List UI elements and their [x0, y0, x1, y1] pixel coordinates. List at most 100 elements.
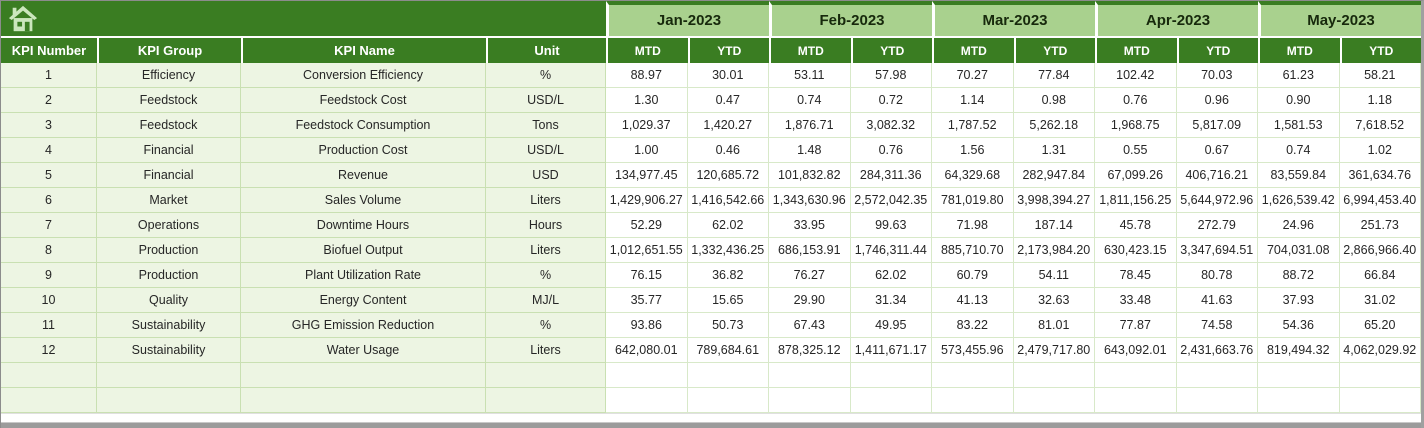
- cell-apr-2023-ytd[interactable]: 0.96: [1176, 88, 1258, 113]
- cell-may-2023-mtd[interactable]: 61.23: [1258, 63, 1340, 88]
- cell-feb-2023-mtd[interactable]: 686,153.91: [769, 238, 851, 263]
- cell-may-2023-mtd[interactable]: 54.36: [1258, 313, 1340, 338]
- cell-mar-2023-mtd[interactable]: 41.13: [932, 288, 1014, 313]
- cell-kpi-number[interactable]: 2: [1, 88, 97, 113]
- column-header-mar-2023-mtd[interactable]: MTD: [932, 38, 1014, 63]
- cell-apr-2023-mtd[interactable]: 78.45: [1095, 263, 1177, 288]
- cell-apr-2023-mtd[interactable]: 45.78: [1095, 213, 1177, 238]
- cell-mar-2023-ytd[interactable]: 81.01: [1013, 313, 1095, 338]
- cell-kpi-name[interactable]: Feedstock Consumption: [241, 113, 486, 138]
- cell-jan-2023-mtd[interactable]: 1,429,906.27: [606, 188, 688, 213]
- cell-jan-2023-ytd[interactable]: 1,416,542.66: [687, 188, 769, 213]
- cell-may-2023-mtd[interactable]: 37.93: [1258, 288, 1340, 313]
- cell-apr-2023-ytd[interactable]: 74.58: [1176, 313, 1258, 338]
- cell-may-2023-ytd[interactable]: 4,062,029.92: [1339, 338, 1421, 363]
- cell-apr-2023-mtd[interactable]: 643,092.01: [1095, 338, 1177, 363]
- cell-may-2023-mtd[interactable]: 819,494.32: [1258, 338, 1340, 363]
- cell-kpi-group[interactable]: Production: [97, 238, 241, 263]
- cell-mar-2023-mtd[interactable]: 83.22: [932, 313, 1014, 338]
- cell-kpi-name[interactable]: Energy Content: [241, 288, 486, 313]
- empty-cell[interactable]: [932, 363, 1014, 388]
- empty-cell[interactable]: [1258, 388, 1340, 413]
- month-header-apr-2023[interactable]: Apr-2023: [1095, 1, 1258, 38]
- cell-mar-2023-mtd[interactable]: 781,019.80: [932, 188, 1014, 213]
- cell-may-2023-ytd[interactable]: 66.84: [1339, 263, 1421, 288]
- cell-apr-2023-ytd[interactable]: 70.03: [1176, 63, 1258, 88]
- cell-kpi-group[interactable]: Financial: [97, 138, 241, 163]
- cell-unit[interactable]: MJ/L: [486, 288, 606, 313]
- cell-feb-2023-mtd[interactable]: 33.95: [769, 213, 851, 238]
- cell-kpi-number[interactable]: 1: [1, 63, 97, 88]
- cell-feb-2023-ytd[interactable]: 284,311.36: [850, 163, 932, 188]
- cell-kpi-name[interactable]: Downtime Hours: [241, 213, 486, 238]
- cell-kpi-name[interactable]: Water Usage: [241, 338, 486, 363]
- column-header-jan-2023-mtd[interactable]: MTD: [606, 38, 688, 63]
- cell-feb-2023-ytd[interactable]: 99.63: [850, 213, 932, 238]
- empty-cell[interactable]: [850, 388, 932, 413]
- cell-kpi-group[interactable]: Production: [97, 263, 241, 288]
- cell-jan-2023-ytd[interactable]: 789,684.61: [687, 338, 769, 363]
- empty-cell[interactable]: [1013, 388, 1095, 413]
- cell-apr-2023-mtd[interactable]: 33.48: [1095, 288, 1177, 313]
- cell-feb-2023-ytd[interactable]: 2,572,042.35: [850, 188, 932, 213]
- cell-kpi-group[interactable]: Sustainability: [97, 313, 241, 338]
- cell-unit[interactable]: Liters: [486, 338, 606, 363]
- cell-apr-2023-mtd[interactable]: 0.76: [1095, 88, 1177, 113]
- horizontal-scrollbar[interactable]: [1, 422, 1421, 428]
- cell-feb-2023-mtd[interactable]: 101,832.82: [769, 163, 851, 188]
- cell-kpi-group[interactable]: Sustainability: [97, 338, 241, 363]
- cell-mar-2023-ytd[interactable]: 32.63: [1013, 288, 1095, 313]
- cell-mar-2023-ytd[interactable]: 77.84: [1013, 63, 1095, 88]
- cell-kpi-name[interactable]: Biofuel Output: [241, 238, 486, 263]
- cell-kpi-number[interactable]: 7: [1, 213, 97, 238]
- empty-cell[interactable]: [1013, 363, 1095, 388]
- cell-mar-2023-mtd[interactable]: 70.27: [932, 63, 1014, 88]
- empty-cell[interactable]: [1176, 388, 1258, 413]
- cell-jan-2023-mtd[interactable]: 1.00: [606, 138, 688, 163]
- cell-mar-2023-ytd[interactable]: 187.14: [1013, 213, 1095, 238]
- cell-apr-2023-mtd[interactable]: 1,968.75: [1095, 113, 1177, 138]
- cell-feb-2023-ytd[interactable]: 1,746,311.44: [850, 238, 932, 263]
- cell-kpi-group[interactable]: Efficiency: [97, 63, 241, 88]
- empty-cell[interactable]: [1, 388, 97, 413]
- empty-cell[interactable]: [1339, 363, 1421, 388]
- empty-cell[interactable]: [769, 388, 851, 413]
- column-header-may-2023-mtd[interactable]: MTD: [1258, 38, 1340, 63]
- cell-jan-2023-ytd[interactable]: 0.46: [687, 138, 769, 163]
- cell-unit[interactable]: %: [486, 63, 606, 88]
- cell-feb-2023-mtd[interactable]: 29.90: [769, 288, 851, 313]
- cell-may-2023-ytd[interactable]: 251.73: [1339, 213, 1421, 238]
- cell-mar-2023-ytd[interactable]: 2,479,717.80: [1013, 338, 1095, 363]
- cell-mar-2023-mtd[interactable]: 64,329.68: [932, 163, 1014, 188]
- cell-jan-2023-mtd[interactable]: 35.77: [606, 288, 688, 313]
- cell-jan-2023-ytd[interactable]: 120,685.72: [687, 163, 769, 188]
- cell-kpi-group[interactable]: Feedstock: [97, 88, 241, 113]
- empty-cell[interactable]: [606, 388, 688, 413]
- cell-feb-2023-ytd[interactable]: 0.76: [850, 138, 932, 163]
- cell-apr-2023-mtd[interactable]: 630,423.15: [1095, 238, 1177, 263]
- column-header-feb-2023-mtd[interactable]: MTD: [769, 38, 851, 63]
- cell-feb-2023-ytd[interactable]: 62.02: [850, 263, 932, 288]
- column-header-kpi-group[interactable]: KPI Group: [97, 38, 241, 63]
- cell-mar-2023-ytd[interactable]: 0.98: [1013, 88, 1095, 113]
- cell-may-2023-mtd[interactable]: 1,626,539.42: [1258, 188, 1340, 213]
- cell-may-2023-ytd[interactable]: 58.21: [1339, 63, 1421, 88]
- cell-jan-2023-ytd[interactable]: 30.01: [687, 63, 769, 88]
- cell-unit[interactable]: %: [486, 263, 606, 288]
- month-header-may-2023[interactable]: May-2023: [1258, 1, 1421, 38]
- cell-may-2023-ytd[interactable]: 31.02: [1339, 288, 1421, 313]
- cell-kpi-name[interactable]: Conversion Efficiency: [241, 63, 486, 88]
- cell-jan-2023-mtd[interactable]: 76.15: [606, 263, 688, 288]
- cell-kpi-number[interactable]: 8: [1, 238, 97, 263]
- cell-unit[interactable]: USD/L: [486, 138, 606, 163]
- empty-cell[interactable]: [687, 388, 769, 413]
- empty-cell[interactable]: [97, 388, 241, 413]
- cell-kpi-group[interactable]: Quality: [97, 288, 241, 313]
- cell-kpi-number[interactable]: 3: [1, 113, 97, 138]
- empty-cell[interactable]: [769, 363, 851, 388]
- cell-jan-2023-mtd[interactable]: 93.86: [606, 313, 688, 338]
- cell-apr-2023-mtd[interactable]: 102.42: [1095, 63, 1177, 88]
- cell-apr-2023-ytd[interactable]: 2,431,663.76: [1176, 338, 1258, 363]
- cell-feb-2023-mtd[interactable]: 1,876.71: [769, 113, 851, 138]
- cell-mar-2023-ytd[interactable]: 3,998,394.27: [1013, 188, 1095, 213]
